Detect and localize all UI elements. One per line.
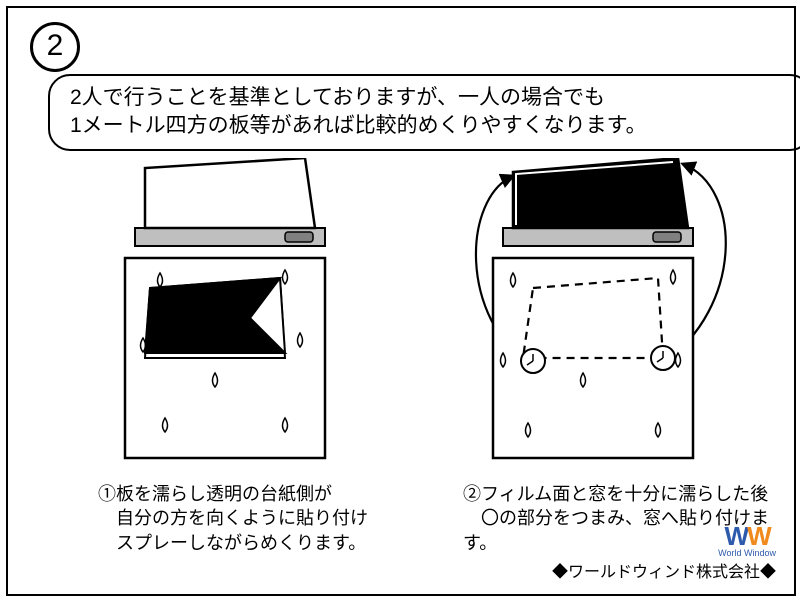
step-number: 2 (30, 22, 80, 72)
logo: WW World Window (718, 521, 776, 558)
banner-line-2: 1メートル四方の板等があれば比較的めくりやすくなります。 (70, 112, 790, 140)
logo-subtext: World Window (718, 548, 776, 558)
caption-right-1: ②フィルム面と窓を十分に濡らした後 (463, 482, 800, 506)
caption-left-2: 自分の方を向くように貼り付け (98, 506, 438, 530)
company-name: ◆ワールドウィンド株式会社◆ (552, 558, 776, 582)
panel-right (448, 158, 788, 483)
caption-left-1: ①板を濡らし透明の台紙側が (98, 482, 438, 506)
caption-left-3: スプレーしながらめくります。 (98, 531, 438, 555)
panel-left (80, 158, 420, 483)
banner-line-1: 2人で行うことを基準としておりますが、一人の場合でも (70, 84, 790, 112)
instruction-banner: 2人で行うことを基準としておりますが、一人の場合でも 1メートル四方の板等があれ… (48, 74, 800, 151)
caption-left: ①板を濡らし透明の台紙側が 自分の方を向くように貼り付け スプレーしながらめくり… (98, 482, 438, 555)
